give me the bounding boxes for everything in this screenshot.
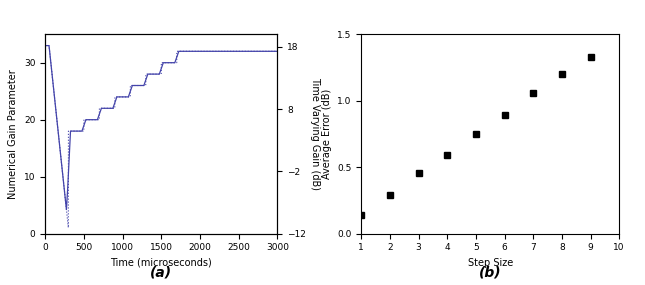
- X-axis label: Step Size: Step Size: [468, 258, 513, 268]
- Y-axis label: Time Varying Gain (dB): Time Varying Gain (dB): [310, 78, 320, 190]
- Text: (b): (b): [479, 265, 502, 280]
- Y-axis label: Average Error (dB): Average Error (dB): [322, 89, 332, 179]
- Text: (a): (a): [150, 265, 172, 280]
- X-axis label: Time (microseconds): Time (microseconds): [110, 258, 212, 268]
- Y-axis label: Numerical Gain Parameter: Numerical Gain Parameter: [8, 69, 18, 199]
